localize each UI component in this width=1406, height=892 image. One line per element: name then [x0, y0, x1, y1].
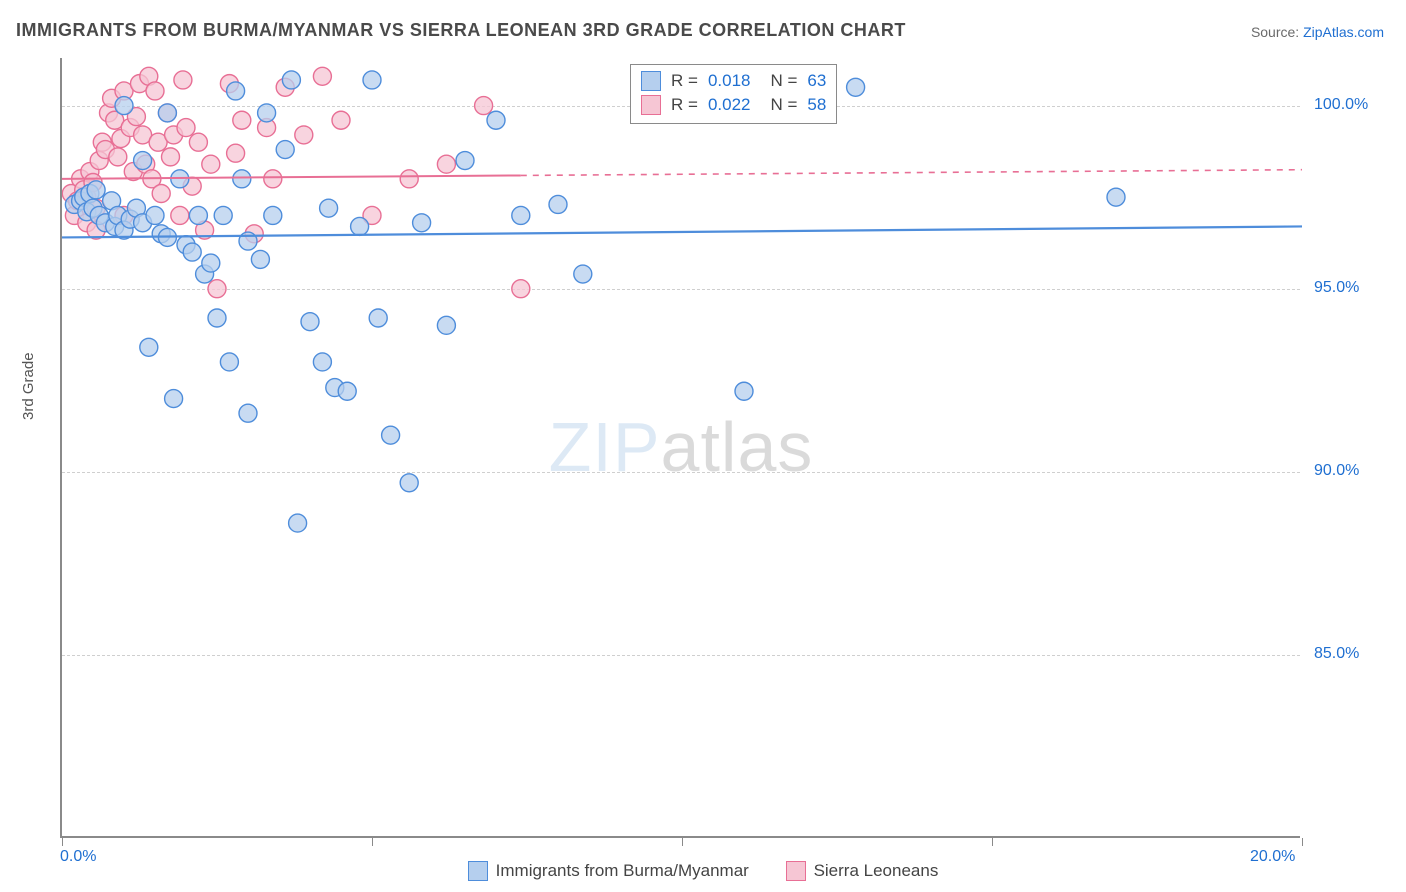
legend-label-a: Immigrants from Burma/Myanmar — [496, 861, 749, 881]
data-point — [549, 195, 567, 213]
legend-item-a: Immigrants from Burma/Myanmar — [468, 861, 749, 881]
data-point — [574, 265, 592, 283]
data-point — [400, 170, 418, 188]
data-point — [282, 71, 300, 89]
data-point — [227, 82, 245, 100]
data-point — [382, 426, 400, 444]
data-point — [152, 184, 170, 202]
data-point — [351, 217, 369, 235]
data-point — [208, 280, 226, 298]
data-point — [146, 206, 164, 224]
data-point — [735, 382, 753, 400]
data-point — [87, 181, 105, 199]
legend-label-b: Sierra Leoneans — [814, 861, 939, 881]
data-point — [227, 144, 245, 162]
y-tick-label: 100.0% — [1314, 96, 1368, 114]
x-tick — [1302, 838, 1303, 846]
x-tick-label: 0.0% — [60, 848, 96, 866]
x-tick — [62, 838, 63, 846]
data-point — [276, 141, 294, 159]
legend-stats: R = 0.018N = 63R = 0.022N = 58 — [630, 64, 837, 124]
y-tick-label: 95.0% — [1314, 279, 1359, 297]
data-point — [512, 206, 530, 224]
data-point — [320, 199, 338, 217]
data-point — [214, 206, 232, 224]
data-point — [475, 97, 493, 115]
data-point — [177, 119, 195, 137]
y-tick-label: 90.0% — [1314, 462, 1359, 480]
legend-swatch-b — [786, 861, 806, 881]
data-point — [171, 206, 189, 224]
data-point — [115, 97, 133, 115]
source-prefix: Source: — [1251, 24, 1303, 40]
legend-swatch — [641, 71, 661, 91]
legend-stats-row: R = 0.018N = 63 — [641, 69, 826, 93]
data-point — [456, 152, 474, 170]
x-tick-label: 20.0% — [1250, 848, 1295, 866]
data-point — [400, 474, 418, 492]
source-link[interactable]: ZipAtlas.com — [1303, 24, 1384, 40]
data-point — [109, 148, 127, 166]
legend-bottom: Immigrants from Burma/Myanmar Sierra Leo… — [0, 861, 1406, 886]
trend-line-extrapolated — [521, 170, 1302, 176]
legend-stats-row: R = 0.022N = 58 — [641, 93, 826, 117]
x-tick — [372, 838, 373, 846]
page-title: IMMIGRANTS FROM BURMA/MYANMAR VS SIERRA … — [16, 20, 906, 41]
data-point — [847, 78, 865, 96]
y-tick-label: 85.0% — [1314, 645, 1359, 663]
data-point — [295, 126, 313, 144]
n-value: 58 — [807, 93, 826, 117]
data-point — [332, 111, 350, 129]
data-point — [369, 309, 387, 327]
r-value: 0.018 — [708, 69, 751, 93]
data-point — [289, 514, 307, 532]
data-point — [301, 313, 319, 331]
data-point — [189, 133, 207, 151]
data-point — [202, 155, 220, 173]
x-tick — [682, 838, 683, 846]
data-point — [338, 382, 356, 400]
data-point — [233, 111, 251, 129]
data-point — [258, 104, 276, 122]
data-point — [239, 404, 257, 422]
data-point — [174, 71, 192, 89]
data-point — [158, 104, 176, 122]
data-point — [183, 243, 201, 261]
data-point — [162, 148, 180, 166]
data-point — [1107, 188, 1125, 206]
data-point — [487, 111, 505, 129]
data-point — [437, 155, 455, 173]
scatter-plot: ZIPatlas — [60, 58, 1300, 838]
legend-item-b: Sierra Leoneans — [786, 861, 939, 881]
data-point — [140, 338, 158, 356]
data-point — [202, 254, 220, 272]
data-point — [512, 280, 530, 298]
legend-swatch — [641, 95, 661, 115]
data-point — [437, 316, 455, 334]
n-value: 63 — [807, 69, 826, 93]
data-point — [264, 170, 282, 188]
plot-svg — [62, 58, 1302, 838]
data-point — [146, 82, 164, 100]
data-point — [189, 206, 207, 224]
data-point — [208, 309, 226, 327]
data-point — [313, 67, 331, 85]
data-point — [134, 152, 152, 170]
data-point — [220, 353, 238, 371]
legend-swatch-a — [468, 861, 488, 881]
data-point — [313, 353, 331, 371]
data-point — [165, 390, 183, 408]
x-tick — [992, 838, 993, 846]
data-point — [363, 71, 381, 89]
data-point — [251, 250, 269, 268]
data-point — [264, 206, 282, 224]
source-attribution: Source: ZipAtlas.com — [1251, 24, 1384, 40]
r-value: 0.022 — [708, 93, 751, 117]
y-axis-label: 3rd Grade — [20, 352, 37, 420]
data-point — [233, 170, 251, 188]
data-point — [413, 214, 431, 232]
